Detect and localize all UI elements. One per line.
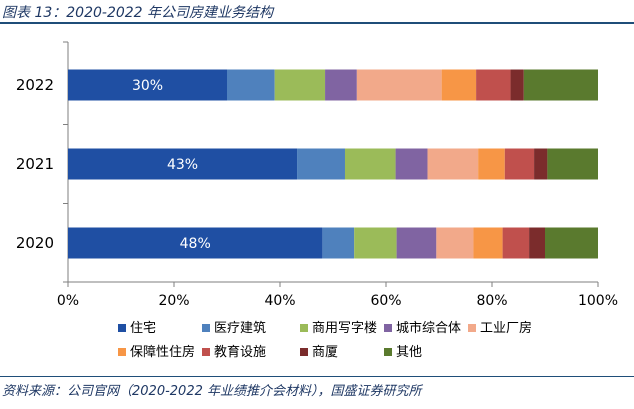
bar-segment [68, 69, 227, 101]
legend-swatch [384, 324, 392, 332]
bar-segment [297, 148, 345, 180]
bar-segment [529, 227, 545, 259]
bar-segment [427, 148, 479, 180]
bar-segment [274, 69, 326, 101]
bar-segment [325, 69, 357, 101]
bar-segment [395, 148, 428, 180]
bar-segment [322, 227, 355, 259]
source-note: 资料来源：公司官网（2020-2022 年业绩推介会材料），国盛证券研究所 [2, 384, 422, 399]
bar-segment [441, 69, 477, 101]
bar-segment [523, 69, 598, 101]
bar-segment [68, 227, 323, 259]
bar-segment [436, 227, 474, 259]
x-tick-label: 60% [370, 293, 401, 309]
bar-segment [356, 69, 442, 101]
bar-segment [502, 227, 530, 259]
x-tick-label: 80% [476, 293, 507, 309]
chart-title: 图表 13：2020-2022 年公司房建业务结构 [2, 5, 274, 21]
legend-label: 医疗建筑 [214, 320, 266, 336]
legend-swatch [118, 324, 126, 332]
legend-swatch [118, 348, 126, 356]
legend-swatch [300, 324, 308, 332]
legend-label: 工业厂房 [480, 320, 532, 336]
title-rule [0, 22, 634, 24]
bar-segment [68, 148, 298, 180]
source-rule [0, 376, 634, 377]
bar-segment [473, 227, 503, 259]
bar-segment [504, 148, 535, 180]
data-label: 48% [180, 236, 211, 252]
legend-label: 城市综合体 [396, 320, 461, 336]
legend-label: 商用写字楼 [312, 321, 377, 336]
category-label: 2021 [16, 155, 54, 173]
legend-swatch [300, 348, 308, 356]
legend-label: 保障性住房 [130, 344, 195, 360]
bar-segment [396, 227, 437, 259]
legend-swatch [202, 324, 210, 332]
bar-segment [545, 227, 598, 259]
bar-segment [354, 227, 397, 259]
legend-label: 住宅 [130, 321, 156, 336]
bar-segment [344, 148, 396, 180]
legend-label: 其他 [396, 345, 422, 360]
x-tick-label: 0% [57, 293, 79, 309]
legend-swatch [202, 348, 210, 356]
x-tick-label: 20% [158, 293, 189, 309]
bar-segment [476, 69, 511, 101]
bar-segment [227, 69, 275, 101]
bar-segment [547, 148, 598, 180]
x-tick-label: 40% [264, 293, 295, 309]
bar-segment [534, 148, 548, 180]
bar-segment [478, 148, 505, 180]
category-label: 2022 [16, 76, 54, 94]
legend-swatch [384, 348, 392, 356]
legend-swatch [468, 324, 476, 332]
data-label: 43% [167, 157, 198, 173]
legend-label: 教育设施 [214, 344, 266, 360]
legend-label: 商厦 [312, 345, 338, 360]
bar-segment [510, 69, 524, 101]
stacked-bar-chart: 0% 20% 40% 60% 80% 100% 2022 30% 2021 43% 2020 48% 住… [16, 41, 618, 360]
x-tick-label: 100% [578, 293, 618, 309]
category-label: 2020 [16, 234, 54, 252]
data-label: 30% [132, 78, 163, 94]
